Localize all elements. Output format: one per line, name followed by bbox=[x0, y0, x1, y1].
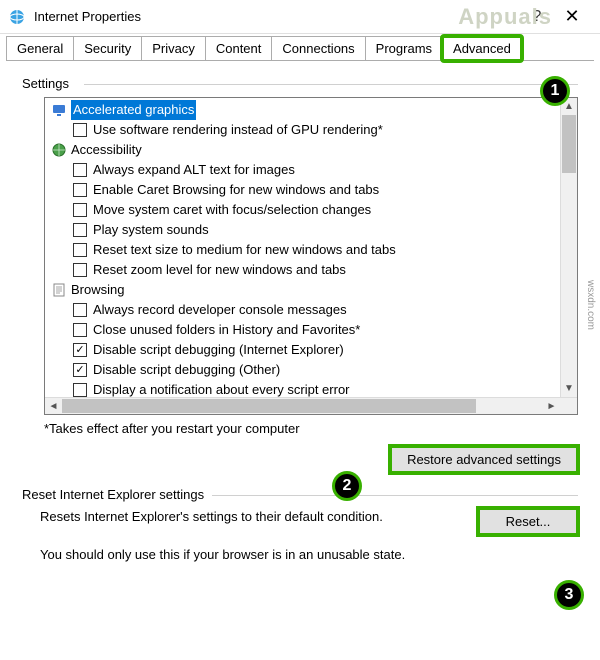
tab-advanced[interactable]: Advanced bbox=[442, 36, 522, 61]
callout-1: 1 bbox=[540, 76, 570, 106]
checkbox[interactable] bbox=[73, 223, 87, 237]
tree-item-label: Close unused folders in History and Favo… bbox=[93, 320, 360, 340]
display-icon bbox=[51, 102, 67, 118]
tree-category-label: Browsing bbox=[71, 280, 124, 300]
callout-2: 2 bbox=[332, 471, 362, 501]
tree-item-label: Move system caret with focus/selection c… bbox=[93, 200, 371, 220]
tree-category-label: Accessibility bbox=[71, 140, 142, 160]
tree-item[interactable]: Move system caret with focus/selection c… bbox=[45, 200, 560, 220]
checkbox[interactable] bbox=[73, 383, 87, 397]
horizontal-scrollbar[interactable]: ◄ ► bbox=[45, 397, 577, 414]
tree-category[interactable]: Accelerated graphics bbox=[45, 100, 560, 120]
window-title: Internet Properties bbox=[34, 9, 522, 24]
checkbox[interactable] bbox=[73, 183, 87, 197]
source-watermark: wsxdn.com bbox=[585, 280, 596, 330]
settings-tree[interactable]: Accelerated graphics Use software render… bbox=[44, 97, 578, 415]
checkbox[interactable] bbox=[73, 163, 87, 177]
tree-item[interactable]: Always record developer console messages bbox=[45, 300, 560, 320]
tree-item[interactable]: Use software rendering instead of GPU re… bbox=[45, 120, 560, 140]
close-button[interactable]: ✕ bbox=[552, 6, 592, 27]
tree-item[interactable]: Play system sounds bbox=[45, 220, 560, 240]
tree-item-label: Reset text size to medium for new window… bbox=[93, 240, 396, 260]
scroll-down-arrow-icon[interactable]: ▼ bbox=[561, 380, 577, 397]
tree-category[interactable]: Accessibility bbox=[45, 140, 560, 160]
tree-item[interactable]: Always expand ALT text for images bbox=[45, 160, 560, 180]
advanced-pane: Settings Accelerated graphics Use softwa… bbox=[0, 62, 600, 570]
tree-item-label: Display a notification about every scrip… bbox=[93, 380, 350, 397]
tree-item[interactable]: ✓ Disable script debugging (Other) bbox=[45, 360, 560, 380]
tree-item[interactable]: ✓ Disable script debugging (Internet Expl… bbox=[45, 340, 560, 360]
tab-strip: General Security Privacy Content Connect… bbox=[0, 34, 600, 61]
titlebar: Internet Properties ? ✕ bbox=[0, 0, 600, 34]
tab-connections[interactable]: Connections bbox=[271, 36, 365, 61]
checkbox[interactable] bbox=[73, 303, 87, 317]
tree-item[interactable]: Enable Caret Browsing for new windows an… bbox=[45, 180, 560, 200]
reset-button[interactable]: Reset... bbox=[478, 508, 578, 535]
tree-item[interactable]: Close unused folders in History and Favo… bbox=[45, 320, 560, 340]
scrollbar-corner bbox=[560, 398, 577, 414]
tree-item-label: Play system sounds bbox=[93, 220, 209, 240]
reset-description: Resets Internet Explorer's settings to t… bbox=[40, 508, 448, 526]
tab-security[interactable]: Security bbox=[73, 36, 142, 61]
tab-content[interactable]: Content bbox=[205, 36, 273, 61]
scroll-thumb[interactable] bbox=[62, 399, 476, 413]
globe-icon bbox=[51, 142, 67, 158]
help-button[interactable]: ? bbox=[522, 8, 552, 26]
checkbox[interactable] bbox=[73, 263, 87, 277]
restart-footnote: *Takes effect after you restart your com… bbox=[44, 421, 578, 436]
tree-item-label: Use software rendering instead of GPU re… bbox=[93, 120, 383, 140]
callout-3: 3 bbox=[554, 580, 584, 610]
scroll-thumb[interactable] bbox=[562, 115, 576, 173]
tree-category[interactable]: Browsing bbox=[45, 280, 560, 300]
tree-item-label: Disable script debugging (Internet Explo… bbox=[93, 340, 344, 360]
scroll-left-arrow-icon[interactable]: ◄ bbox=[45, 398, 62, 414]
tree-item-label: Always expand ALT text for images bbox=[93, 160, 295, 180]
tree-category-label: Accelerated graphics bbox=[71, 100, 196, 120]
tree-item-label: Disable script debugging (Other) bbox=[93, 360, 280, 380]
tree-item[interactable]: Display a notification about every scrip… bbox=[45, 380, 560, 397]
settings-tree-content[interactable]: Accelerated graphics Use software render… bbox=[45, 98, 560, 397]
vertical-scrollbar[interactable]: ▲ ▼ bbox=[560, 98, 577, 397]
reset-group-label: Reset Internet Explorer settings bbox=[22, 487, 578, 502]
checkbox[interactable] bbox=[73, 243, 87, 257]
checkbox[interactable] bbox=[73, 123, 87, 137]
checkbox[interactable] bbox=[73, 203, 87, 217]
tree-item-label: Always record developer console messages bbox=[93, 300, 347, 320]
restore-advanced-settings-button[interactable]: Restore advanced settings bbox=[390, 446, 578, 473]
tab-privacy[interactable]: Privacy bbox=[141, 36, 206, 61]
checkbox[interactable] bbox=[73, 323, 87, 337]
checkbox[interactable]: ✓ bbox=[73, 363, 87, 377]
tree-item[interactable]: Reset text size to medium for new window… bbox=[45, 240, 560, 260]
tree-item[interactable]: Reset zoom level for new windows and tab… bbox=[45, 260, 560, 280]
reset-warning-note: You should only use this if your browser… bbox=[40, 547, 578, 562]
tree-item-label: Enable Caret Browsing for new windows an… bbox=[93, 180, 379, 200]
page-icon bbox=[51, 282, 67, 298]
settings-group-label: Settings bbox=[22, 76, 578, 91]
tab-programs[interactable]: Programs bbox=[365, 36, 443, 61]
scroll-right-arrow-icon[interactable]: ► bbox=[543, 398, 560, 414]
tab-general[interactable]: General bbox=[6, 36, 74, 61]
tree-item-label: Reset zoom level for new windows and tab… bbox=[93, 260, 346, 280]
checkbox[interactable]: ✓ bbox=[73, 343, 87, 357]
ie-options-icon bbox=[8, 8, 26, 26]
